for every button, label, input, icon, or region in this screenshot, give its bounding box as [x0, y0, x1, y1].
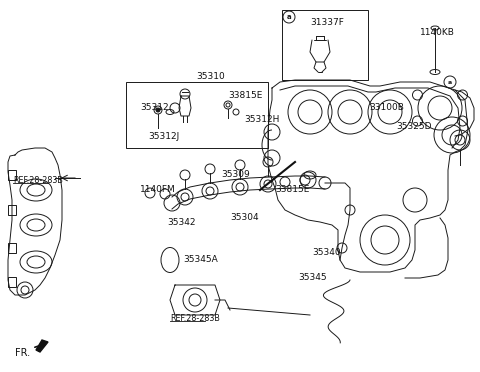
Circle shape [226, 103, 230, 107]
Text: 35340: 35340 [312, 248, 341, 257]
Text: 35325D: 35325D [396, 122, 432, 131]
Text: 35304: 35304 [230, 213, 259, 222]
Bar [126, 82, 268, 148]
Polygon shape [36, 340, 48, 352]
Bar [8, 277, 16, 287]
Text: a: a [287, 14, 291, 20]
Circle shape [156, 108, 160, 112]
Text: FR.: FR. [15, 348, 30, 358]
Text: 33815E: 33815E [228, 91, 263, 100]
Text: REF.28-283B: REF.28-283B [170, 314, 220, 323]
Bar [282, 10, 368, 80]
Text: 35312: 35312 [140, 103, 168, 112]
Bar [8, 243, 16, 253]
Text: 35342: 35342 [167, 218, 195, 227]
Bar [8, 205, 16, 215]
Bar [8, 170, 16, 180]
Text: 1140KB: 1140KB [420, 28, 455, 37]
Text: 33815E: 33815E [275, 185, 310, 194]
Text: 1140FM: 1140FM [140, 185, 176, 194]
Text: 31337F: 31337F [310, 18, 344, 27]
Text: 35310: 35310 [196, 72, 225, 81]
Text: REF.28-283B: REF.28-283B [13, 176, 63, 185]
Text: 35309: 35309 [221, 170, 250, 179]
Text: 35312H: 35312H [244, 115, 279, 124]
Text: 33100B: 33100B [369, 103, 404, 112]
Text: 35312J: 35312J [148, 132, 179, 141]
Text: 35345: 35345 [298, 273, 326, 282]
Text: 35345A: 35345A [183, 255, 218, 264]
Text: a: a [448, 80, 452, 84]
